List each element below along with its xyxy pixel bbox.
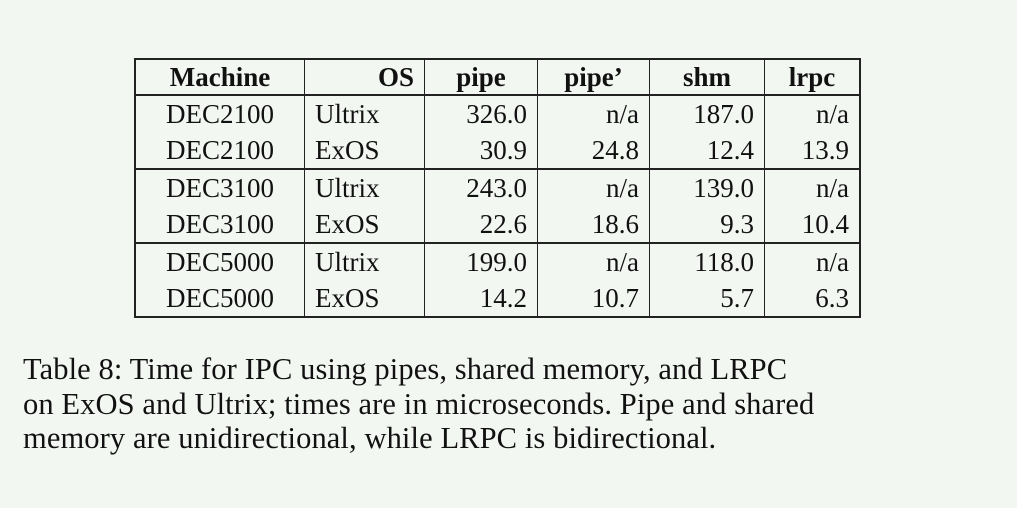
cell-os: ExOS [304,206,425,243]
cell-shm: 139.0 [649,168,765,206]
cell-machine: DEC5000 [134,280,305,317]
cell-os: Ultrix [304,168,425,206]
cell-shm: 9.3 [649,206,765,243]
header-lrpc: lrpc [764,59,861,96]
cell-lrpc: n/a [764,168,861,206]
cell-lrpc: 10.4 [764,206,861,243]
cell-lrpc: n/a [764,95,861,132]
cell-os: Ultrix [304,95,425,132]
ipc-timing-table: Machine OS pipe pipe’ shm lrpc DEC2100 U… [134,58,861,318]
cell-shm: 187.0 [649,95,765,132]
cell-machine: DEC3100 [134,168,305,206]
header-pipe-prime: pipe’ [537,59,650,96]
cell-os: ExOS [304,132,425,169]
cell-pipe-prime: 24.8 [537,132,650,169]
cell-machine: DEC5000 [134,242,305,280]
cell-shm: 12.4 [649,132,765,169]
table-row: DEC5000 Ultrix 199.0 n/a 118.0 n/a [134,242,861,280]
cell-pipe-prime: n/a [537,168,650,206]
table-header: Machine OS pipe pipe’ shm lrpc [134,59,861,96]
cell-pipe: 14.2 [424,280,538,317]
cell-pipe: 30.9 [424,132,538,169]
cell-machine: DEC2100 [134,95,305,132]
table-row: DEC2100 ExOS 30.9 24.8 12.4 13.9 [134,132,861,169]
table-row: DEC3100 Ultrix 243.0 n/a 139.0 n/a [134,168,861,206]
table-group-dec3100: DEC3100 Ultrix 243.0 n/a 139.0 n/a DEC31… [134,168,861,243]
cell-lrpc: n/a [764,242,861,280]
table-row: DEC5000 ExOS 14.2 10.7 5.7 6.3 [134,280,861,317]
cell-pipe-prime: 18.6 [537,206,650,243]
cell-pipe-prime: n/a [537,242,650,280]
cell-pipe: 326.0 [424,95,538,132]
table-row: DEC2100 Ultrix 326.0 n/a 187.0 n/a [134,95,861,132]
caption-line: on ExOS and Ultrix; times are in microse… [23,386,815,421]
table-caption: Table 8: Time for IPC using pipes, share… [23,352,983,456]
header-machine: Machine [134,59,305,96]
header-row: Machine OS pipe pipe’ shm lrpc [134,59,861,96]
cell-pipe: 199.0 [424,242,538,280]
cell-pipe: 22.6 [424,206,538,243]
caption-line: Table 8: Time for IPC using pipes, share… [23,352,788,386]
cell-lrpc: 13.9 [764,132,861,169]
header-shm: shm [649,59,765,96]
cell-machine: DEC2100 [134,132,305,169]
cell-pipe-prime: n/a [537,95,650,132]
cell-shm: 5.7 [649,280,765,317]
table-group-dec5000: DEC5000 Ultrix 199.0 n/a 118.0 n/a DEC50… [134,242,861,317]
header-pipe: pipe [424,59,538,96]
cell-pipe-prime: 10.7 [537,280,650,317]
cell-os: ExOS [304,280,425,317]
table-row: DEC3100 ExOS 22.6 18.6 9.3 10.4 [134,206,861,243]
cell-os: Ultrix [304,242,425,280]
header-os: OS [304,59,425,96]
cell-lrpc: 6.3 [764,280,861,317]
cell-machine: DEC3100 [134,206,305,243]
cell-shm: 118.0 [649,242,765,280]
caption-line: memory are unidirectional, while LRPC is… [23,421,717,455]
cell-pipe: 243.0 [424,168,538,206]
table-group-dec2100: DEC2100 Ultrix 326.0 n/a 187.0 n/a DEC21… [134,95,861,169]
